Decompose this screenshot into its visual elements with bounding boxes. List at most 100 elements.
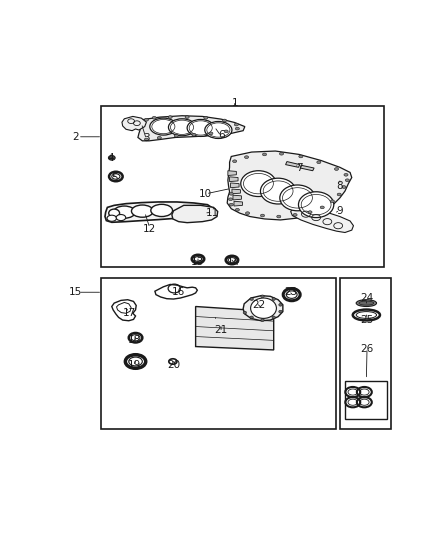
Text: 6: 6 — [218, 130, 224, 140]
Text: 19: 19 — [128, 360, 141, 370]
Ellipse shape — [152, 116, 156, 119]
Ellipse shape — [272, 316, 276, 319]
Ellipse shape — [241, 171, 276, 197]
Ellipse shape — [279, 303, 282, 306]
Text: 20: 20 — [167, 360, 180, 370]
Ellipse shape — [116, 214, 126, 221]
Text: 17: 17 — [123, 308, 136, 318]
Bar — [345, 381, 387, 418]
Ellipse shape — [145, 138, 148, 141]
Ellipse shape — [209, 132, 213, 135]
Polygon shape — [105, 202, 212, 222]
Ellipse shape — [320, 206, 324, 209]
Ellipse shape — [330, 200, 335, 203]
Ellipse shape — [261, 319, 264, 321]
Ellipse shape — [204, 116, 208, 119]
Ellipse shape — [272, 297, 276, 301]
Ellipse shape — [356, 300, 377, 306]
Text: 18: 18 — [128, 335, 141, 345]
Text: 1: 1 — [231, 98, 238, 108]
Ellipse shape — [243, 311, 247, 314]
Ellipse shape — [246, 212, 250, 214]
Text: 8: 8 — [336, 181, 343, 191]
Ellipse shape — [192, 133, 196, 136]
Text: 24: 24 — [360, 293, 374, 303]
Text: 25: 25 — [360, 315, 374, 325]
Polygon shape — [232, 189, 240, 194]
Ellipse shape — [157, 136, 161, 139]
Ellipse shape — [168, 116, 172, 118]
Ellipse shape — [261, 214, 265, 217]
Text: 16: 16 — [172, 287, 185, 297]
Bar — [340, 278, 391, 429]
Ellipse shape — [229, 198, 233, 200]
Text: 11: 11 — [206, 208, 219, 218]
Polygon shape — [230, 177, 238, 182]
Bar — [101, 278, 336, 429]
Text: 12: 12 — [143, 224, 156, 234]
Ellipse shape — [277, 215, 281, 218]
Ellipse shape — [187, 119, 214, 136]
Text: 5: 5 — [111, 173, 117, 183]
Ellipse shape — [335, 168, 339, 171]
Polygon shape — [227, 151, 352, 220]
Ellipse shape — [107, 215, 117, 221]
Polygon shape — [243, 296, 283, 321]
Text: 23: 23 — [284, 287, 297, 297]
Ellipse shape — [113, 206, 135, 218]
Ellipse shape — [150, 118, 177, 135]
Ellipse shape — [223, 119, 226, 122]
Text: 9: 9 — [336, 206, 343, 216]
Text: 7: 7 — [296, 163, 303, 173]
Ellipse shape — [244, 156, 249, 158]
Ellipse shape — [250, 316, 253, 319]
Text: 14: 14 — [226, 257, 240, 268]
Polygon shape — [300, 165, 314, 171]
Polygon shape — [286, 161, 300, 167]
Ellipse shape — [261, 295, 264, 297]
Ellipse shape — [235, 127, 240, 130]
Ellipse shape — [174, 134, 178, 137]
Ellipse shape — [299, 155, 303, 158]
Polygon shape — [122, 116, 146, 131]
Text: 4: 4 — [107, 153, 114, 163]
Ellipse shape — [131, 205, 153, 217]
Polygon shape — [138, 116, 245, 141]
Polygon shape — [234, 201, 243, 206]
Ellipse shape — [250, 297, 253, 301]
Polygon shape — [172, 205, 218, 223]
Ellipse shape — [224, 130, 228, 133]
Text: 10: 10 — [199, 190, 212, 199]
Text: 15: 15 — [68, 287, 82, 297]
Text: 26: 26 — [360, 344, 374, 354]
Ellipse shape — [293, 214, 297, 216]
Ellipse shape — [233, 160, 237, 163]
Polygon shape — [230, 183, 239, 188]
Ellipse shape — [262, 153, 267, 156]
Ellipse shape — [229, 192, 233, 195]
Ellipse shape — [229, 203, 233, 206]
Ellipse shape — [108, 156, 115, 160]
Ellipse shape — [279, 152, 283, 155]
Text: 22: 22 — [252, 301, 265, 311]
Ellipse shape — [308, 211, 312, 214]
Ellipse shape — [205, 122, 232, 139]
Polygon shape — [228, 171, 237, 175]
Ellipse shape — [359, 301, 374, 305]
Text: 21: 21 — [215, 325, 228, 335]
Ellipse shape — [169, 119, 196, 136]
Ellipse shape — [317, 161, 321, 164]
Ellipse shape — [185, 116, 189, 118]
Ellipse shape — [344, 173, 348, 176]
Ellipse shape — [280, 185, 315, 211]
Ellipse shape — [261, 178, 296, 204]
Ellipse shape — [145, 118, 148, 121]
Ellipse shape — [279, 310, 282, 313]
Polygon shape — [233, 195, 241, 200]
Ellipse shape — [337, 193, 341, 196]
Polygon shape — [117, 302, 131, 313]
Polygon shape — [196, 306, 274, 350]
Ellipse shape — [342, 185, 346, 188]
Text: 13: 13 — [191, 257, 204, 268]
Ellipse shape — [151, 204, 173, 216]
